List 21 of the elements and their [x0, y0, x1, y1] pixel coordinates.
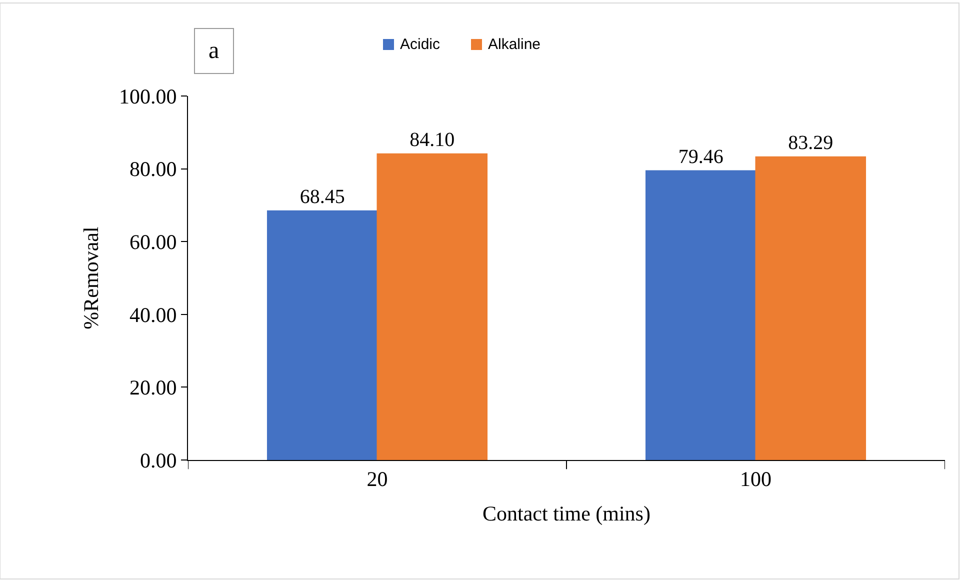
y-tick-label: 60.00: [130, 230, 177, 254]
bar: [266, 210, 378, 460]
y-tick-label: 100.00: [119, 84, 177, 108]
bar: [645, 170, 756, 460]
x-axis-title: Contact time (mins): [482, 501, 650, 526]
y-tick-label: 40.00: [130, 302, 177, 327]
data-label: 68.45: [300, 186, 345, 208]
data-label: 83.29: [788, 132, 834, 154]
x-tick-label: 100: [740, 467, 772, 492]
bar: [755, 156, 866, 460]
y-tick-label: 0.00: [140, 448, 177, 472]
y-tick-label: 80.00: [130, 157, 177, 182]
x-tick-label: 20: [366, 467, 388, 492]
legend-label: Acidic: [400, 36, 441, 53]
text: a: [208, 38, 220, 64]
y-axis-title: %Removaal: [79, 226, 104, 330]
y-tick-label: 20.00: [130, 376, 177, 400]
bar: [376, 153, 488, 460]
legend-label: Alkaline: [488, 36, 541, 53]
data-label: 84.10: [410, 128, 455, 151]
data-label: 79.46: [678, 146, 724, 168]
